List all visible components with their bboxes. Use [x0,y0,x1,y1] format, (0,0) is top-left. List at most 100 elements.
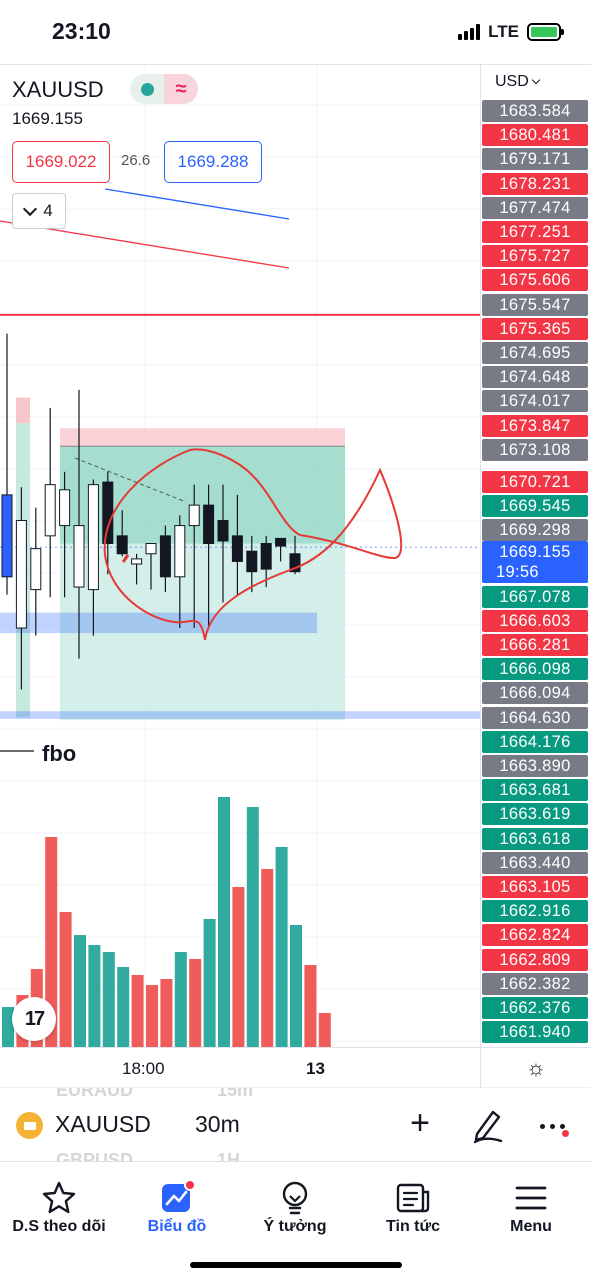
drawing-tools-pen-icon[interactable] [471,1106,505,1144]
volume-bar [203,919,216,1047]
status-time: 23:10 [52,18,111,44]
nav-menu[interactable]: Menu [472,1172,590,1242]
time-axis[interactable]: 18:00 13 [0,1047,480,1087]
price-label: 1662.382 [482,972,588,995]
price-axis[interactable]: USD 1683.584 1680.481 1679.171 1678.231 1677… [480,64,591,1047]
ghost-symbol-above: EURAUD 15m [56,1087,254,1100]
candle-down [102,481,114,545]
candle-down [116,535,128,555]
candle-up [30,548,42,591]
nav-news[interactable]: Tin tức [354,1172,472,1242]
delay-icon: ≈ [164,74,198,104]
price-label: 1669.298 [482,519,588,542]
price-label: 1663.618 [482,827,588,850]
volume-bar [74,935,86,1047]
price-label: 1662.809 [482,948,588,971]
currency-label: USD [495,73,529,90]
news-icon [396,1183,430,1213]
time-label: 13 [306,1059,325,1078]
lightbulb-icon [282,1181,308,1215]
network-label: LTE [488,22,519,41]
nav-chart[interactable]: Biểu đồ [118,1172,236,1242]
time-label: 18:00 [122,1059,165,1078]
volume-bar [318,1013,331,1047]
price-label: 1663.105 [482,876,588,898]
status-indicators: LTE [458,22,564,42]
ghost-symbol-below: GBPUSD 1H [56,1150,241,1161]
status-bar: 23:10 LTE [0,0,591,64]
candle-down [289,553,301,573]
price-label: 1666.098 [482,658,588,681]
candle-down [159,535,171,578]
candle-down [260,543,272,570]
price-label: 1664.176 [482,730,588,753]
market-status-pill[interactable]: ≈ [130,74,198,104]
price-label: 1675.365 [482,317,588,340]
indicator-count: 4 [43,201,53,220]
price-label: 1675.727 [482,245,588,268]
chevron-down-icon [23,201,38,216]
price-label: 1683.584 [482,100,588,122]
volume-bar [261,869,274,1047]
nav-watchlist[interactable]: D.S theo dõi [0,1172,118,1242]
symbol-selector[interactable]: XAUUSD [55,1111,151,1137]
price-label: 1666.094 [482,682,588,705]
position-stop-zone [60,428,345,447]
more-options-icon[interactable] [540,1116,574,1137]
battery-icon [527,23,564,41]
price-label: 1663.619 [482,803,588,826]
bottom-nav: D.S theo dõi Biểu đồ Ý tưởng Tin tức Men… [0,1161,591,1280]
nav-label: D.S theo dõi [12,1218,106,1235]
freehand-mark [121,554,130,563]
price-label: 1667.078 [482,585,588,608]
volume-bar [218,797,230,1047]
signal-icon [458,24,481,40]
left-stop-zone [16,397,30,424]
nav-label: Ý tưởng [263,1218,327,1235]
price-label: 1679.171 [482,148,588,171]
gold-symbol-icon [16,1112,43,1139]
candle-up [44,484,56,537]
price-label: 1680.481 [482,124,588,147]
price-label: 1666.281 [482,634,588,656]
indicator-collapse-button[interactable]: 4 [12,193,66,229]
chevron-down-icon [531,75,541,85]
interval-selector[interactable]: 30m [195,1111,240,1137]
tradingview-logo-icon[interactable]: 17 [12,997,56,1041]
volume-bar [290,925,302,1047]
price-label: 1675.606 [482,269,588,292]
price-label: 1662.824 [482,924,588,947]
add-plus-icon[interactable]: + [410,1104,430,1142]
highlight-zone [0,711,480,719]
volume-bar [102,952,115,1047]
chart-settings-button[interactable]: ☼ [480,1047,591,1087]
candle-up [145,543,157,555]
sell-button[interactable]: 1669.022 [12,141,110,183]
current-price-label: 1669.155 19:56 [482,541,588,583]
candle-up [15,519,27,629]
buy-button[interactable]: 1669.288 [164,141,262,183]
volume-bar [117,967,130,1047]
volume-bar [146,985,158,1047]
currency-selector[interactable]: USD [495,73,541,91]
chart-pane[interactable]: XAUUSD ≈ 1669.155 1669.022 26.6 1669.288… [0,64,480,1047]
volume-bar [174,952,187,1047]
volume-bar [2,1007,14,1047]
volume-bar [275,847,288,1047]
candle-up [87,484,99,591]
nav-ideas[interactable]: Ý tưởng [236,1172,354,1242]
volume-bar [304,965,317,1047]
price-label: 1670.721 [482,471,588,493]
market-open-icon [130,74,164,104]
volume-bar [59,912,72,1047]
chart-symbol[interactable]: XAUUSD [12,77,104,102]
candle-up [174,525,186,578]
nav-label: Menu [510,1218,552,1235]
chart-icon [162,1180,195,1212]
freehand-drawing [103,448,403,641]
price-label: 1673.847 [482,414,588,437]
chart-canvas[interactable] [0,65,480,1047]
trend-line [104,188,290,220]
candle-down [246,550,258,573]
fbo-annotation: fbo [42,741,77,766]
